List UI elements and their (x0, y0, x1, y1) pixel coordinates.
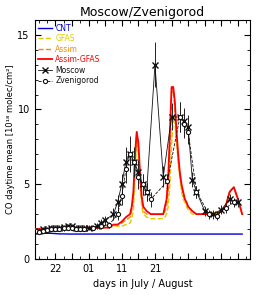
Title: Moscow/Zvenigorod: Moscow/Zvenigorod (80, 6, 205, 19)
Legend: CNT, GFAS, Assim, Assim-GFAS, Moscow, Zvenigorod: CNT, GFAS, Assim, Assim-GFAS, Moscow, Zv… (37, 22, 102, 87)
Y-axis label: CO daytime mean [10¹⁸ molec/cm²]: CO daytime mean [10¹⁸ molec/cm²] (6, 65, 15, 214)
X-axis label: days in July / August: days in July / August (93, 279, 192, 289)
